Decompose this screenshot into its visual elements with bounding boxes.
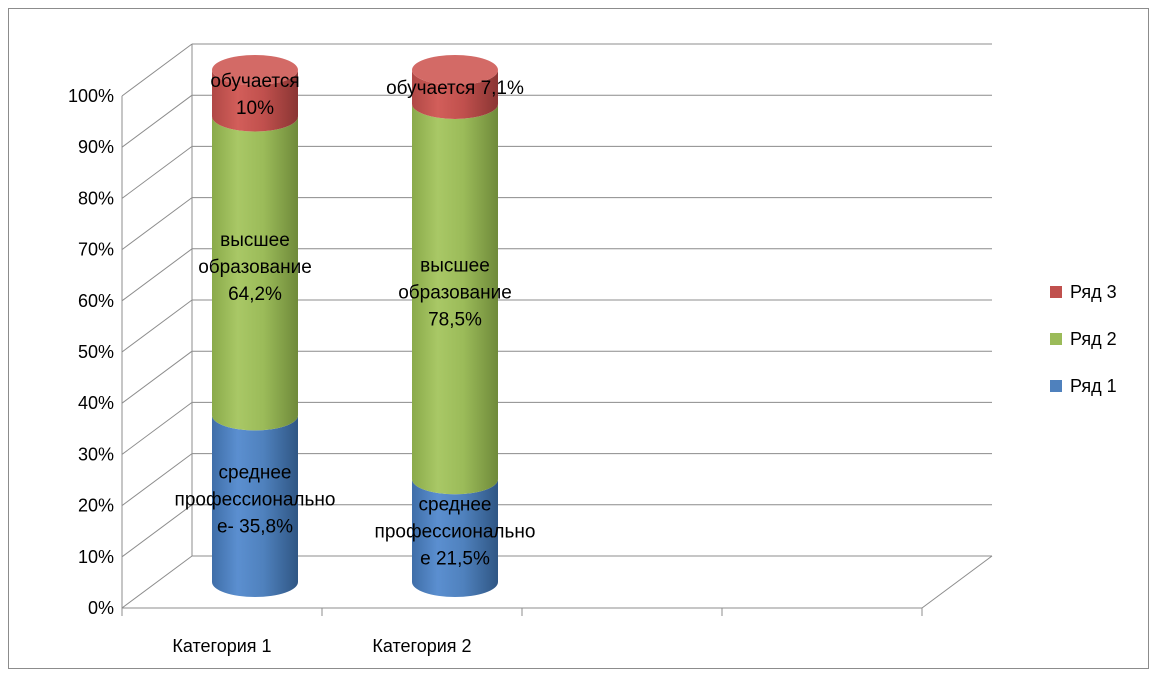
y-tick-label: 90% <box>78 137 114 157</box>
legend-swatch <box>1050 333 1062 345</box>
data-label: образование <box>198 257 312 278</box>
data-label: 64,2% <box>228 284 282 305</box>
y-tick-label: 70% <box>78 240 114 260</box>
gridline-side <box>121 94 193 148</box>
gridline-side <box>121 299 193 353</box>
data-label: 78,5% <box>428 310 482 331</box>
bars-group <box>212 55 498 597</box>
data-label: среднее <box>219 463 292 484</box>
y-tick-label: 60% <box>78 291 114 311</box>
data-label: высшее <box>220 230 290 251</box>
floor-right-edge <box>921 555 993 609</box>
data-label: обучается 7,1% <box>386 78 524 99</box>
axis-labels: 0% 10% 20% 30% 40% 50% 60% 70% 80% 90% 100% Категор… <box>68 86 472 656</box>
data-label: среднее <box>419 495 492 516</box>
y-tick-label: 30% <box>78 444 114 464</box>
gridline-side <box>121 43 193 97</box>
gridline-side <box>121 248 193 302</box>
data-label: образование <box>398 283 512 304</box>
x-tick-label: Категория 1 <box>172 636 271 656</box>
legend: Ряд 3 Ряд 2 Ряд 1 <box>1050 282 1117 396</box>
gridline-side <box>121 350 193 404</box>
y-tick-label: 80% <box>78 188 114 208</box>
x-tick-label: Категория 2 <box>372 636 471 656</box>
data-label: профессионально <box>175 490 336 511</box>
gridline-side <box>121 197 193 251</box>
y-tick-label: 40% <box>78 393 114 413</box>
legend-label: Ряд 1 <box>1070 376 1117 396</box>
legend-label: Ряд 3 <box>1070 282 1117 302</box>
gridline-side <box>121 453 193 507</box>
bar-segment-1 <box>412 479 498 597</box>
y-tick-label: 20% <box>78 496 114 516</box>
y-tick-label: 50% <box>78 342 114 362</box>
data-label: е- 35,8% <box>217 517 293 538</box>
legend-swatch <box>1050 286 1062 298</box>
data-label: 10% <box>236 98 274 119</box>
legend-swatch <box>1050 380 1062 392</box>
bar-segment-2 <box>412 103 498 495</box>
chart-frame <box>8 8 1149 669</box>
data-label: обучается <box>210 71 299 92</box>
bar-segment-1 <box>212 415 298 597</box>
y-tick-label: 0% <box>88 598 114 618</box>
gridline-side <box>121 401 193 455</box>
bar-segment-3 <box>212 70 298 132</box>
bar-segment-2 <box>212 116 298 431</box>
data-label: высшее <box>420 256 490 277</box>
data-labels: среднее профессионально е- 35,8% высшее обра… <box>175 71 536 570</box>
gridline-side <box>121 555 193 609</box>
y-tick-label: 10% <box>78 547 114 567</box>
gridline-side <box>121 145 193 199</box>
bar-top-cap <box>212 55 298 85</box>
gridline-side <box>121 504 193 558</box>
data-label: профессионально <box>375 522 536 543</box>
legend-label: Ряд 2 <box>1070 329 1117 349</box>
bar-top-cap <box>412 55 498 85</box>
bar-segment-3 <box>412 70 498 119</box>
data-label: е 21,5% <box>420 549 490 570</box>
y-tick-label: 100% <box>68 86 114 106</box>
chart-walls <box>121 43 993 616</box>
